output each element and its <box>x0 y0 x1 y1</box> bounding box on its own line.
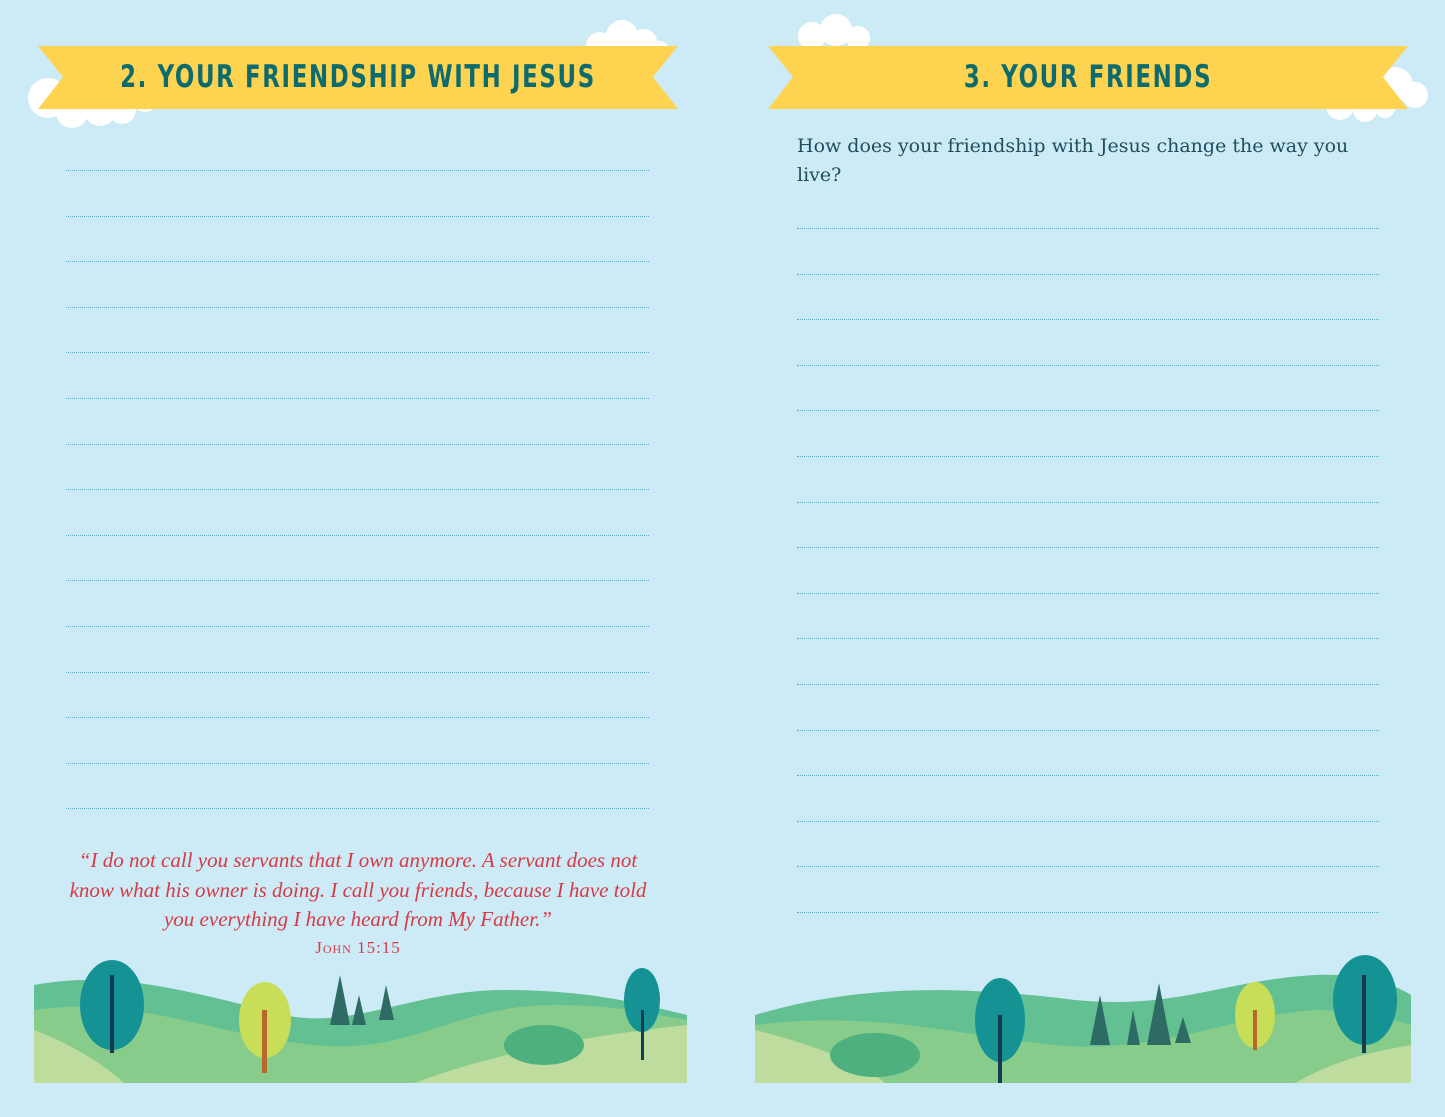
writing-line[interactable] <box>66 489 649 491</box>
writing-line[interactable] <box>66 671 649 673</box>
writing-line[interactable] <box>797 273 1379 275</box>
section-title: 3. YOUR FRIENDS <box>963 59 1213 95</box>
writing-line[interactable] <box>797 319 1379 321</box>
writing-line[interactable] <box>66 352 649 354</box>
writing-line[interactable] <box>797 684 1379 685</box>
writing-line[interactable] <box>797 729 1379 731</box>
writing-line[interactable] <box>797 228 1379 229</box>
section-banner-left: 2. YOUR FRIENDSHIP WITH JESUS <box>38 46 678 109</box>
writing-line[interactable] <box>66 808 649 810</box>
question-prompt: How does your friendship with Jesus chan… <box>797 135 1349 186</box>
writing-line[interactable] <box>66 762 649 764</box>
writing-line[interactable] <box>66 580 649 582</box>
writing-line[interactable] <box>66 215 649 217</box>
writing-line[interactable] <box>797 364 1379 366</box>
writing-line[interactable] <box>66 261 649 263</box>
landscape-illustration-right <box>755 955 1411 1083</box>
section-title: 2. YOUR FRIENDSHIP WITH JESUS <box>120 59 596 95</box>
writing-line[interactable] <box>797 638 1379 640</box>
writing-line[interactable] <box>797 547 1379 549</box>
writing-line[interactable] <box>797 410 1379 412</box>
writing-line[interactable] <box>66 398 649 399</box>
ribbon-shape <box>38 46 678 109</box>
scripture-quote: “I do not call you servants that I own a… <box>69 848 647 931</box>
landscape-illustration-left <box>34 960 687 1083</box>
writing-line[interactable] <box>66 170 649 171</box>
writing-line[interactable] <box>797 866 1379 868</box>
writing-line[interactable] <box>797 456 1379 457</box>
writing-line[interactable] <box>66 717 649 719</box>
writing-line[interactable] <box>66 626 649 627</box>
writing-line[interactable] <box>797 912 1379 913</box>
writing-line[interactable] <box>797 775 1379 777</box>
writing-line[interactable] <box>66 534 649 536</box>
writing-line[interactable] <box>66 306 649 308</box>
scripture-reference: John 15:15 <box>315 937 401 957</box>
writing-line[interactable] <box>797 501 1379 503</box>
writing-line[interactable] <box>797 592 1379 594</box>
section-banner-right: 3. YOUR FRIENDS <box>768 46 1408 109</box>
writing-line[interactable] <box>66 443 649 445</box>
scripture-block: “I do not call you servants that I own a… <box>56 846 660 959</box>
writing-line[interactable] <box>797 820 1379 822</box>
ribbon-shape <box>768 46 1408 109</box>
